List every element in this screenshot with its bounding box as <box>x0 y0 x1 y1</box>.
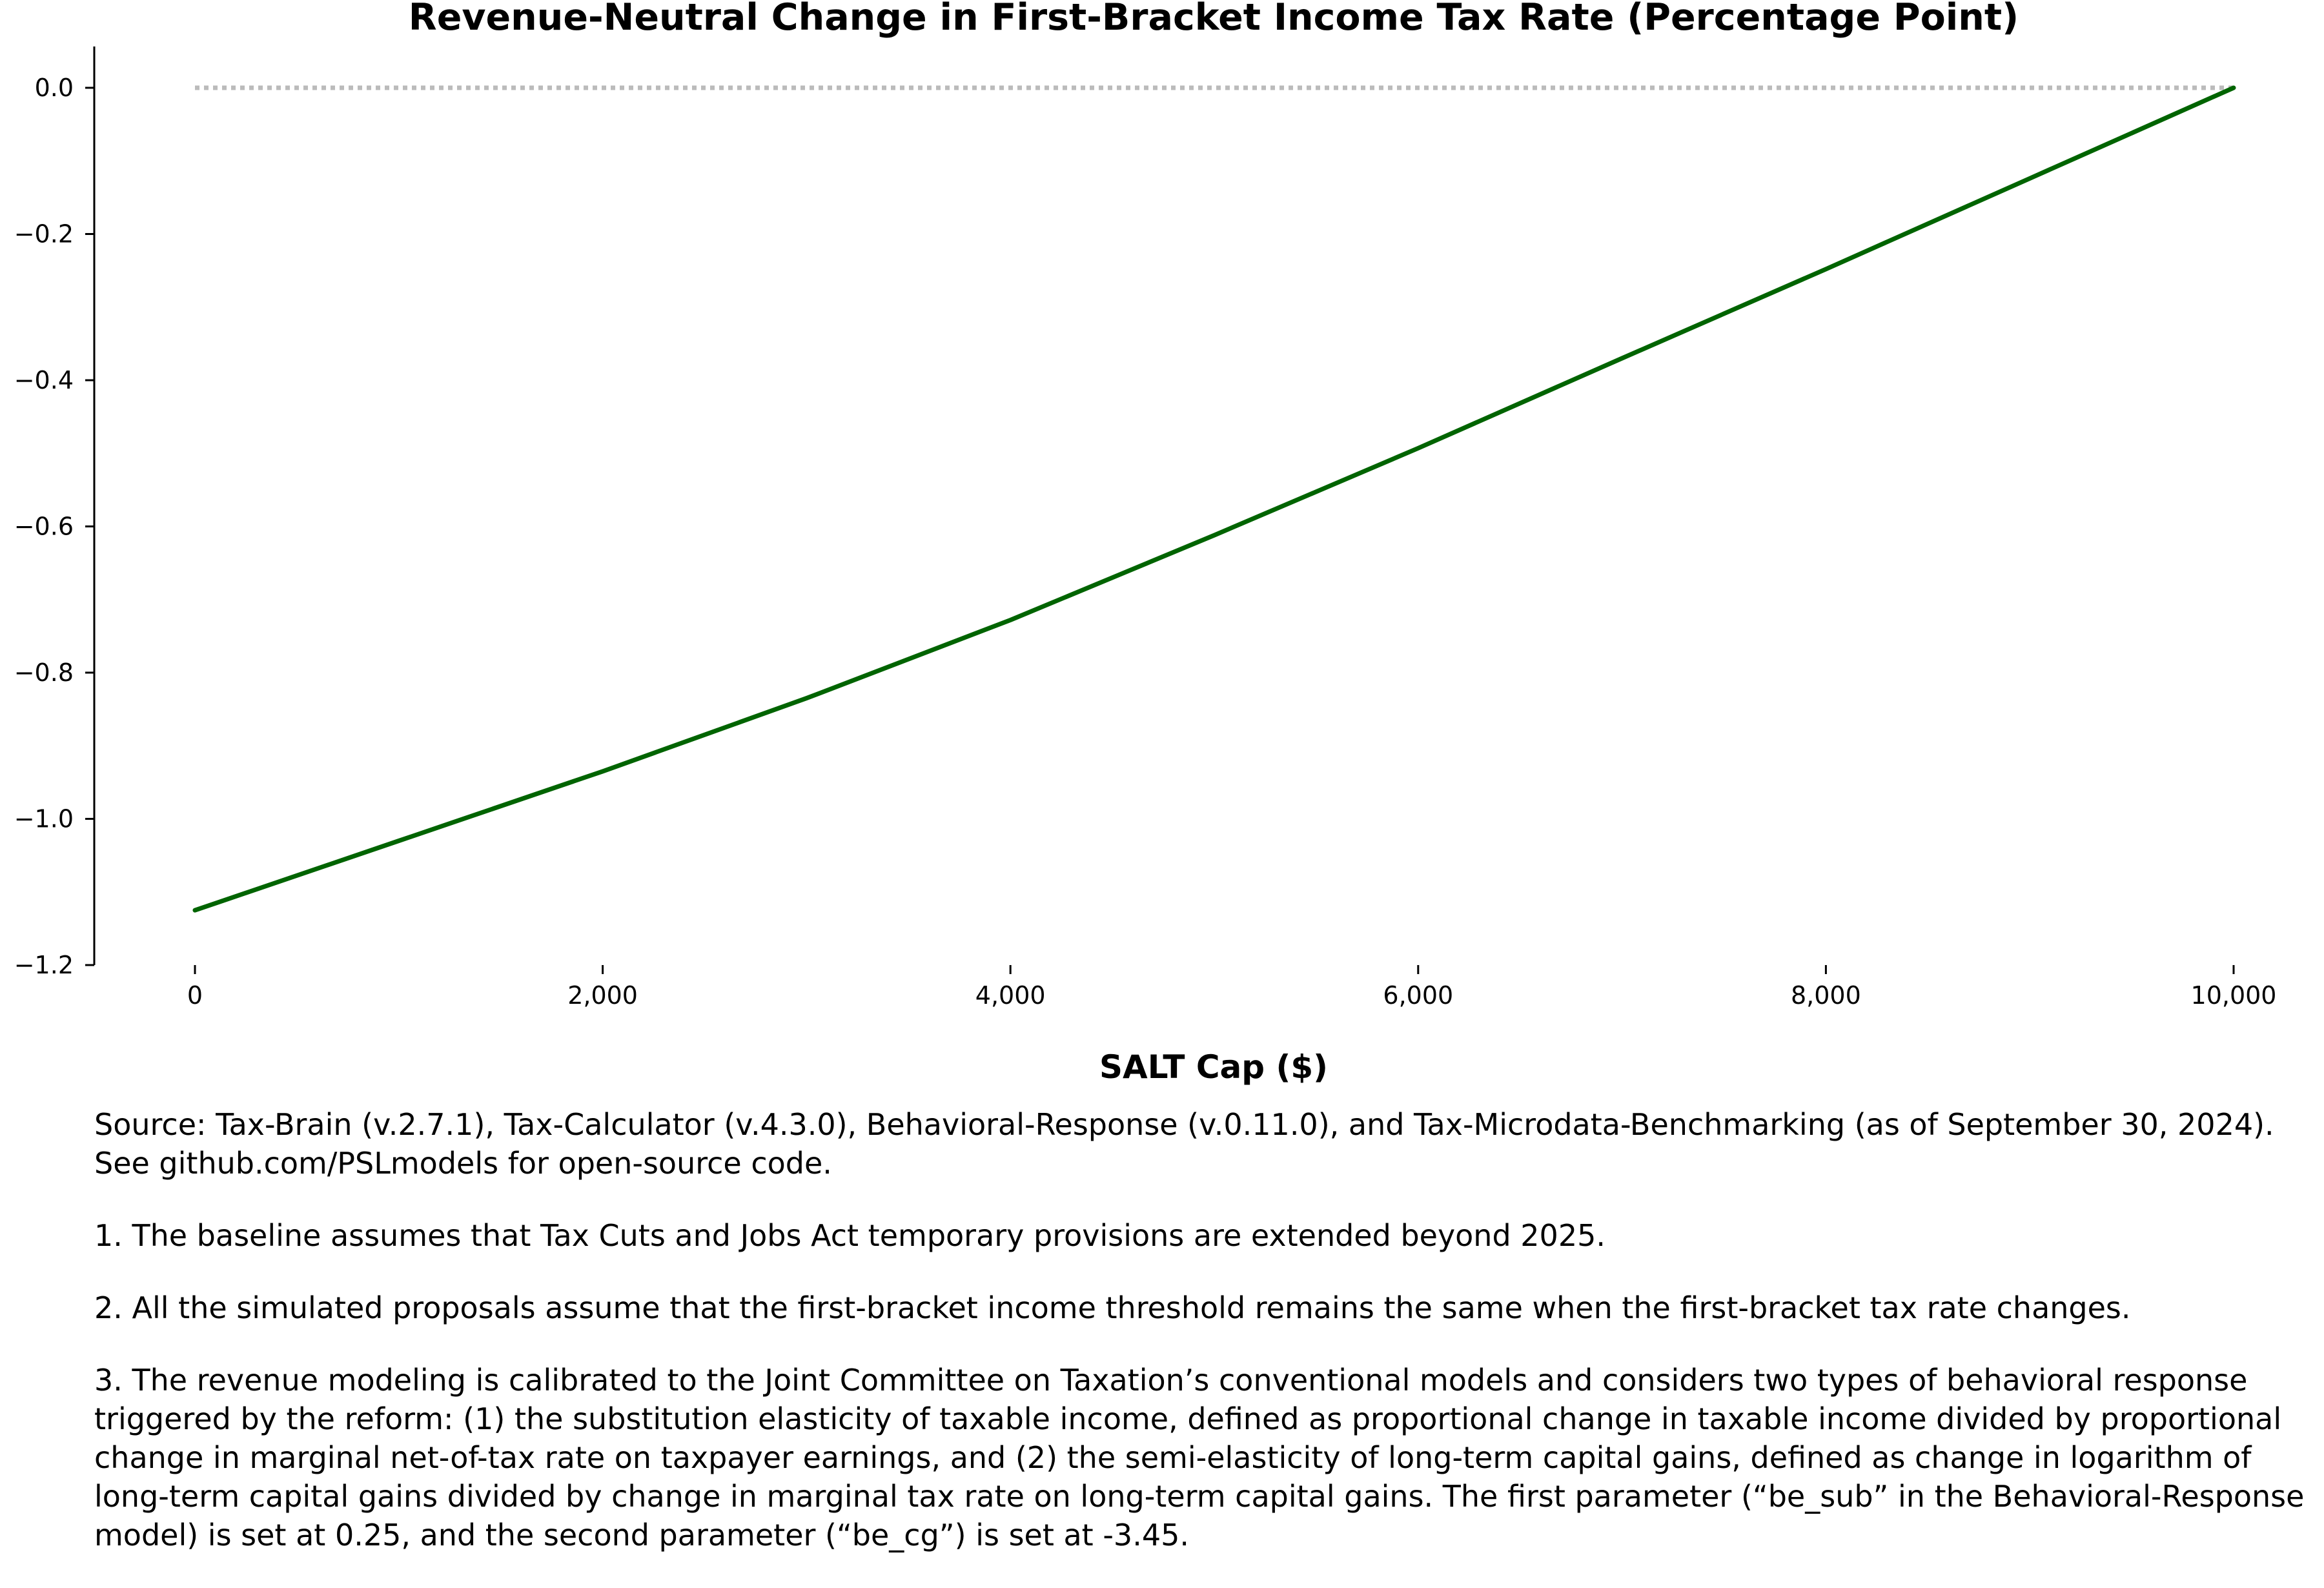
note-1: 1. The baseline assumes that Tax Cuts an… <box>94 1218 1605 1253</box>
y-tick-label: −1.0 <box>14 805 74 833</box>
x-tick-label: 10,000 <box>2191 981 2277 1010</box>
plot-area: 0.0 −0.2 −0.4 −0.6 −0.8 −1.0 −1.2 0 2,000 4,000 6,… <box>14 46 2277 1010</box>
x-tick-label: 6,000 <box>1383 981 1453 1010</box>
footnotes: Source: Tax-Brain (v.2.7.1), Tax-Calcula… <box>94 1105 2315 1588</box>
line-chart: Revenue-Neutral Change in First-Bracket … <box>14 0 2277 1086</box>
x-tick-label: 4,000 <box>975 981 1046 1010</box>
y-tick-label: −1.2 <box>14 951 74 979</box>
y-tick-label: −0.8 <box>14 658 74 687</box>
y-tick-label: 0.0 <box>35 74 74 102</box>
x-tick-label: 2,000 <box>567 981 638 1010</box>
note-3: 3. The revenue modeling is calibrated to… <box>94 1363 2305 1552</box>
x-axis-label: SALT Cap ($) <box>1099 1048 1328 1086</box>
x-tick-label: 0 <box>187 981 203 1010</box>
x-tick-label: 8,000 <box>1791 981 1861 1010</box>
series-line <box>192 85 2236 913</box>
y-tick-label: −0.4 <box>14 366 74 394</box>
source-note: Source: Tax-Brain (v.2.7.1), Tax-Calcula… <box>94 1107 2274 1181</box>
y-tick-label: −0.6 <box>14 513 74 541</box>
y-tick-label: −0.2 <box>14 220 74 249</box>
chart-title: Revenue-Neutral Change in First-Bracket … <box>409 0 2019 39</box>
note-2: 2. All the simulated proposals assume th… <box>94 1290 2131 1325</box>
